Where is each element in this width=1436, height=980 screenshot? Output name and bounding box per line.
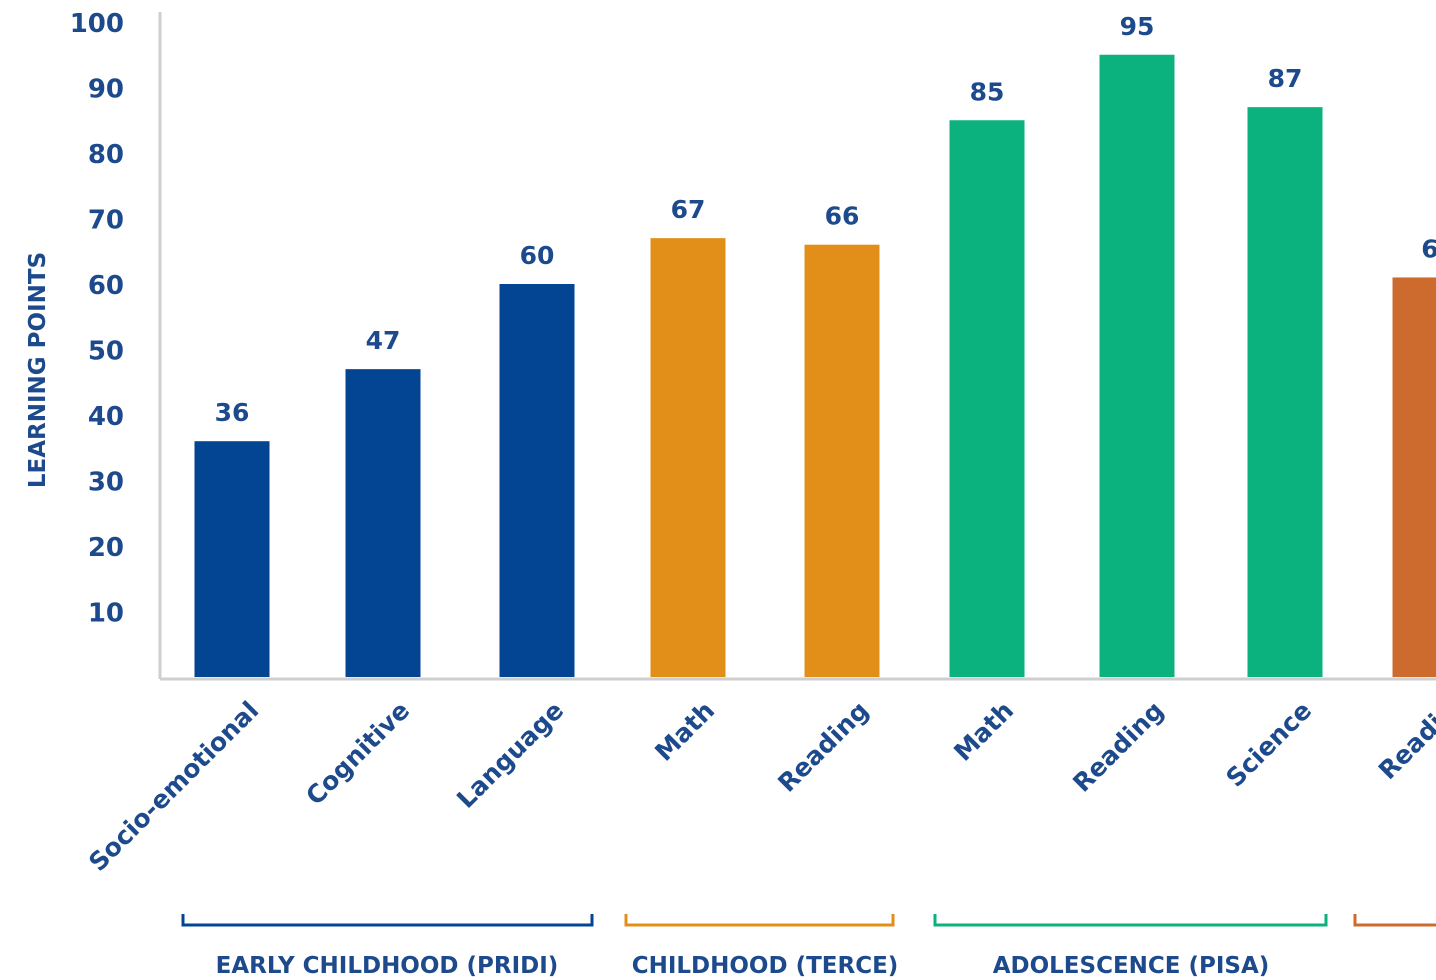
data-label: 47 [366,326,401,355]
data-label: 87 [1268,64,1303,93]
x-tick-label: Language [451,696,569,814]
bar [650,238,726,677]
group-label: ADOLESCENCE (PISA) [993,953,1270,979]
y-tick-label: 100 [70,9,124,39]
y-tick-label: 40 [88,402,124,432]
x-tick-label: Reading [772,696,874,798]
group-bracket [1353,914,1436,927]
data-label: 85 [970,77,1005,106]
y-tick-label: 30 [88,468,124,498]
bar [949,120,1025,677]
y-tick-label: 80 [88,140,124,170]
bar [194,441,270,677]
y-tick-label: 70 [88,206,124,236]
y-tick-label: 90 [88,75,124,105]
y-tick-label: 10 [88,599,124,629]
group-label: CHILDHOOD (TERCE) [632,953,899,979]
data-label: 67 [671,195,706,224]
bar [499,284,575,677]
bar [1392,277,1436,677]
y-tick-label: 50 [88,337,124,367]
group-label: EARLY CHILDHOOD (PRIDI) [216,953,559,979]
data-label: 60 [520,241,555,270]
x-tick-label: Math [649,696,720,767]
bar [345,369,421,677]
data-label: 66 [825,202,860,231]
x-tick-label: Socio-emotional [83,696,264,877]
bar [1099,54,1175,677]
group-bracket [624,914,895,927]
y-axis-title: LEARNING POINTS [25,252,51,488]
x-tick-label: Reading [1067,696,1169,798]
data-label: 36 [215,398,250,427]
bar [804,244,880,677]
x-tick-label: Math [948,696,1019,767]
data-label: 95 [1120,12,1155,41]
y-tick-label: 60 [88,271,124,301]
group-bracket [181,914,594,927]
x-tick-label: Science [1220,696,1317,793]
group-bracket [933,914,1328,927]
bars-layer [194,54,1436,677]
x-tick-label: Cognitive [300,696,415,811]
data-label: 6 [1421,234,1436,263]
bar [1247,107,1323,677]
axes-layer: 10 20 30 40 50 60 70 80 90 100 [70,9,1436,681]
y-tick-label: 20 [88,533,124,563]
x-tick-label: Readin [1373,696,1436,785]
labels-layer: 36Socio-emotional47Cognitive60Language67… [83,12,1436,979]
